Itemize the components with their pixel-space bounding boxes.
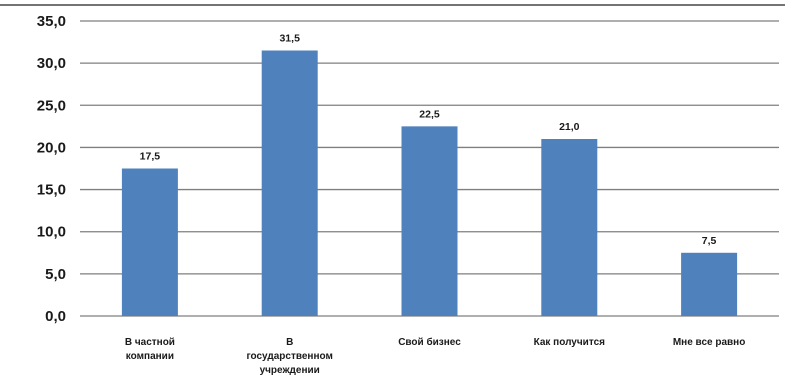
y-tick-label: 15,0 — [37, 182, 66, 199]
x-tick-label: В — [286, 337, 293, 348]
y-tick-label: 30,0 — [37, 55, 66, 72]
bar — [261, 50, 318, 316]
x-tick-label: государственном — [246, 351, 332, 362]
data-labels: 17,5 31,5 22,5 21,0 7,5 — [140, 33, 717, 247]
bar — [681, 252, 738, 316]
x-tick-label: учреждении — [260, 365, 320, 376]
y-tick-label: 10,0 — [37, 224, 66, 241]
data-label: 22,5 — [419, 108, 440, 120]
x-tick-label: Мне все равно — [673, 337, 745, 348]
bar — [401, 126, 458, 316]
y-tick-label: 0,0 — [45, 308, 66, 325]
x-tick-label: В частной — [125, 337, 175, 348]
x-tick-label: компании — [126, 351, 174, 362]
y-tick-label: 5,0 — [45, 266, 66, 283]
bar — [541, 139, 598, 316]
data-label: 17,5 — [140, 151, 161, 163]
x-tick-label: Свой бизнес — [398, 336, 461, 348]
y-tick-label: 35,0 — [37, 13, 66, 30]
data-label: 31,5 — [279, 33, 300, 45]
y-tick-label: 20,0 — [37, 139, 66, 156]
x-tick-label: Как получится — [534, 337, 606, 348]
bar — [121, 168, 178, 316]
y-tick-label: 25,0 — [37, 97, 66, 114]
data-label: 7,5 — [702, 235, 717, 247]
data-label: 21,0 — [559, 121, 580, 133]
y-axis-ticks: 0,0 5,0 10,0 15,0 20,0 25,0 30,0 35,0 — [37, 13, 66, 325]
bars — [121, 50, 738, 316]
